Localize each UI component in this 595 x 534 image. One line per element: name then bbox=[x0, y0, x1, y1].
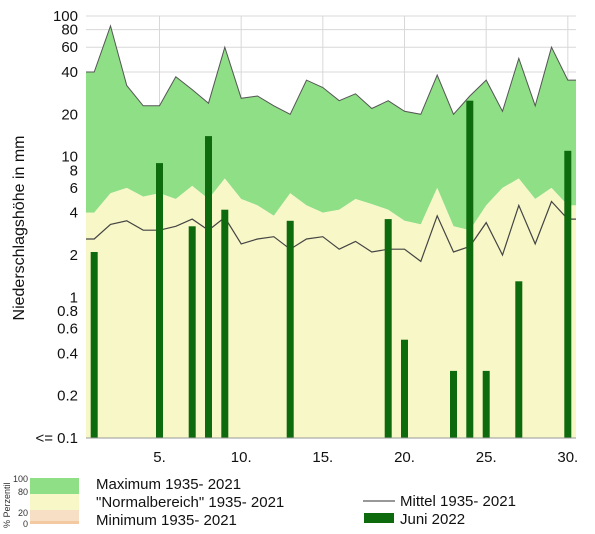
x-axis-ticks: 5. 10. 15. 20. 25. 30. bbox=[153, 449, 578, 466]
x-tick-label: 5. bbox=[153, 449, 166, 466]
june-2022-bars bbox=[90, 100, 572, 439]
bar-day-7 bbox=[188, 226, 196, 438]
bar-day-19 bbox=[384, 219, 392, 438]
y-tick-label: 0.2 bbox=[57, 388, 78, 405]
legend-swatch-maximum bbox=[30, 478, 79, 494]
y-tick-label: 1 bbox=[70, 289, 78, 306]
y-tick-label: 8 bbox=[70, 162, 78, 179]
legend-label-june-2022: Juni 2022 bbox=[400, 511, 465, 528]
y-tick-label: 4 bbox=[70, 205, 78, 222]
x-tick-label: 10. bbox=[231, 449, 252, 466]
y-tick-label: 6 bbox=[70, 180, 78, 197]
legend-percentile-tick: 0 bbox=[23, 519, 28, 529]
x-tick-label: 15. bbox=[312, 449, 333, 466]
x-tick-label: 20. bbox=[394, 449, 415, 466]
bar-day-27 bbox=[515, 281, 523, 438]
legend-label-mean: Mittel 1935- 2021 bbox=[400, 493, 516, 510]
legend: % Perzentil 100 80 20 0 Maximum 1935- 20… bbox=[2, 474, 516, 529]
maximum-line bbox=[86, 24, 576, 116]
bar-day-30 bbox=[564, 150, 572, 439]
y-tick-label: <= 0.1 bbox=[35, 430, 78, 447]
y-tick-label: 0.8 bbox=[57, 303, 78, 320]
y-tick-label: 2 bbox=[70, 247, 78, 264]
bar-day-9 bbox=[221, 209, 229, 438]
legend-percentile-tick: 20 bbox=[18, 508, 28, 518]
legend-percentile-label: % Perzentil bbox=[2, 482, 12, 528]
legend-percentile-tick: 80 bbox=[18, 487, 28, 497]
bar-day-8 bbox=[205, 136, 212, 438]
y-tick-label: 10 bbox=[61, 149, 78, 166]
bar-day-20 bbox=[401, 339, 408, 438]
legend-swatch-minimum bbox=[30, 510, 79, 524]
y-tick-label: 80 bbox=[61, 22, 78, 39]
bar-day-24 bbox=[466, 100, 474, 438]
legend-swatch-minimum-low bbox=[30, 521, 79, 524]
legend-swatch-june-2022 bbox=[364, 513, 394, 523]
bar-day-23 bbox=[450, 370, 457, 438]
bar-day-5 bbox=[156, 163, 163, 438]
bar-day-13 bbox=[286, 220, 294, 438]
legend-label-maximum: Maximum 1935- 2021 bbox=[96, 476, 241, 493]
x-tick-label: 25. bbox=[476, 449, 497, 466]
bar-day-1 bbox=[90, 252, 98, 438]
y-axis-label: Niederschlagshöhe in mm bbox=[11, 136, 28, 321]
y-tick-label: 0.4 bbox=[57, 345, 78, 362]
y-tick-label: 60 bbox=[61, 39, 78, 56]
legend-label-normal: "Normalbereich" 1935- 2021 bbox=[96, 494, 284, 511]
legend-swatch-normal bbox=[30, 494, 79, 510]
x-tick-label: 30. bbox=[557, 449, 578, 466]
y-tick-label: 100 bbox=[53, 8, 78, 25]
bar-day-25 bbox=[482, 370, 490, 438]
plot-area bbox=[86, 15, 576, 439]
y-tick-label: 20 bbox=[61, 106, 78, 123]
legend-label-minimum: Minimum 1935- 2021 bbox=[96, 512, 237, 529]
y-tick-label: 40 bbox=[61, 64, 78, 81]
legend-percentile-tick: 100 bbox=[13, 474, 28, 484]
y-tick-label: 0.6 bbox=[57, 321, 78, 338]
